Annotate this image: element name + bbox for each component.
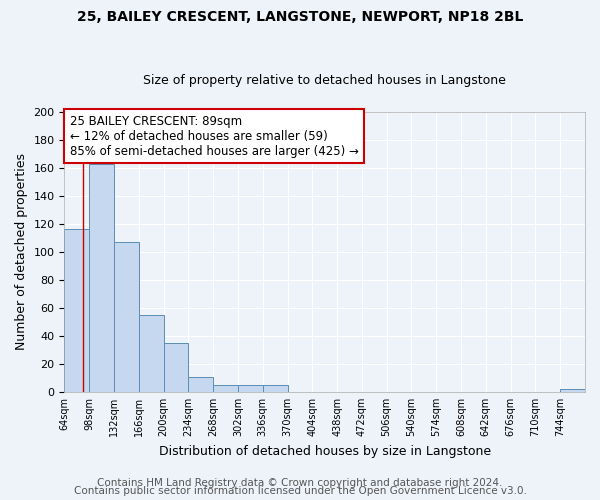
- Text: 25, BAILEY CRESCENT, LANGSTONE, NEWPORT, NP18 2BL: 25, BAILEY CRESCENT, LANGSTONE, NEWPORT,…: [77, 10, 523, 24]
- Bar: [263, 385, 287, 392]
- Text: Contains public sector information licensed under the Open Government Licence v3: Contains public sector information licen…: [74, 486, 526, 496]
- Bar: [89, 164, 114, 392]
- Bar: [164, 343, 188, 392]
- Bar: [238, 385, 263, 392]
- Text: Contains HM Land Registry data © Crown copyright and database right 2024.: Contains HM Land Registry data © Crown c…: [97, 478, 503, 488]
- Bar: [560, 389, 585, 392]
- Bar: [64, 230, 89, 392]
- Y-axis label: Number of detached properties: Number of detached properties: [15, 154, 28, 350]
- Text: 25 BAILEY CRESCENT: 89sqm
← 12% of detached houses are smaller (59)
85% of semi-: 25 BAILEY CRESCENT: 89sqm ← 12% of detac…: [70, 114, 358, 158]
- Bar: [114, 242, 139, 392]
- Bar: [139, 315, 164, 392]
- X-axis label: Distribution of detached houses by size in Langstone: Distribution of detached houses by size …: [158, 444, 491, 458]
- Title: Size of property relative to detached houses in Langstone: Size of property relative to detached ho…: [143, 74, 506, 87]
- Bar: [213, 385, 238, 392]
- Bar: [188, 376, 213, 392]
